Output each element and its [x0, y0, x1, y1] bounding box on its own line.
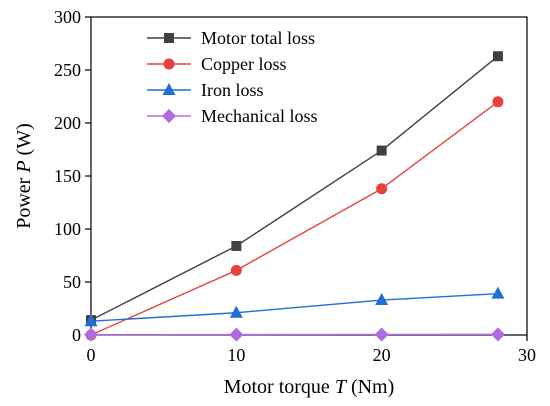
legend: Motor total loss Copper loss Iron loss Mech…: [147, 28, 317, 126]
x-tick-label: 10: [227, 345, 245, 365]
legend-marker: [164, 33, 174, 43]
y-tick-label: 0: [72, 325, 81, 345]
data-point: [84, 327, 98, 342]
x-axis-ticks: 0 10 20 30: [87, 335, 536, 365]
data-point: [491, 286, 505, 299]
y-tick-label: 150: [54, 166, 81, 186]
series-line: [90, 292, 498, 322]
data-point: [231, 240, 242, 251]
data-point: [229, 327, 244, 342]
y-tick-label: 300: [54, 7, 81, 27]
legend-marker: [162, 109, 176, 123]
data-point: [376, 183, 388, 195]
x-tick-label: 20: [373, 345, 391, 365]
legend-entry: Copper loss: [147, 54, 287, 74]
data-point: [229, 305, 243, 318]
series-0: [86, 51, 503, 326]
legend-label: Motor total loss: [201, 28, 315, 48]
legend-marker: [162, 83, 176, 95]
series-1: [85, 96, 504, 341]
legend-entry: Mechanical loss: [147, 106, 317, 126]
x-axis-label: Motor torque T (Nm): [224, 376, 395, 398]
legend-label: Iron loss: [201, 80, 264, 100]
legend-entry: Iron loss: [147, 80, 264, 100]
data-point: [376, 145, 387, 156]
series-line: [90, 101, 499, 336]
y-tick-label: 50: [63, 272, 81, 292]
data-point: [492, 96, 504, 108]
legend-label: Mechanical loss: [201, 106, 317, 126]
data-point: [490, 327, 505, 342]
legend-label: Copper loss: [201, 54, 287, 74]
y-tick-label: 200: [54, 113, 81, 133]
data-point: [492, 51, 503, 62]
data-point: [375, 293, 389, 306]
x-tick-label: 0: [87, 345, 96, 365]
y-tick-label: 250: [54, 60, 81, 80]
y-axis-ticks: 0 50 100 150 200 250 300: [54, 7, 91, 345]
x-tick-label: 30: [518, 345, 536, 365]
series-2: [84, 286, 505, 327]
y-axis-label: Power P (W): [13, 123, 35, 229]
series-3: [84, 327, 505, 342]
legend-marker: [163, 58, 175, 70]
y-tick-label: 100: [54, 219, 81, 239]
series-line: [90, 55, 499, 321]
data-point: [374, 327, 389, 342]
data-point: [84, 314, 98, 327]
data-point: [230, 264, 242, 276]
series-layer: [84, 51, 505, 342]
legend-entry: Motor total loss: [147, 28, 315, 48]
